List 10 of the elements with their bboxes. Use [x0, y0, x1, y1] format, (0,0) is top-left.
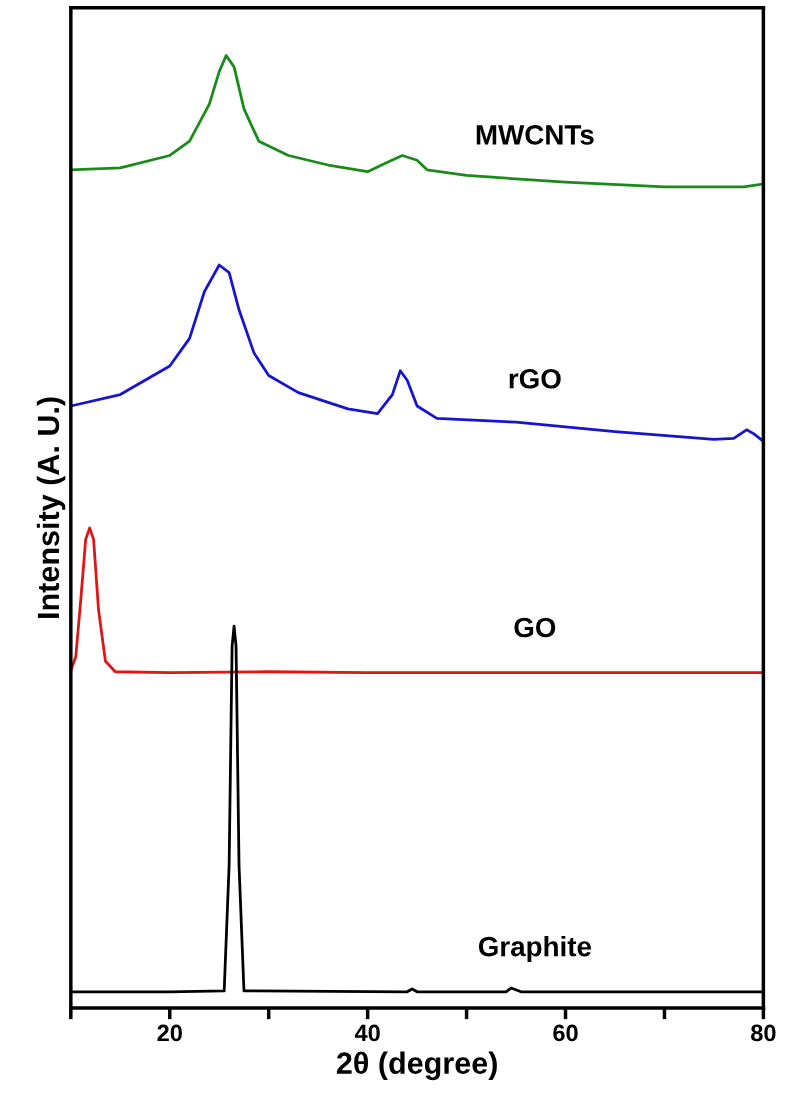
series-label: MWCNTs [476, 125, 594, 145]
x-tick-label: 60 [553, 1024, 578, 1042]
y-axis-title: Intensity (A. U.) [36, 397, 66, 618]
x-tick-label: 40 [354, 1024, 380, 1042]
x-axis-title: 2θ (degree) [336, 1051, 497, 1081]
x-tick-label: 80 [751, 1024, 776, 1042]
series-label: GO [514, 617, 556, 638]
series-label: rGO [509, 368, 561, 389]
series-label: Graphite [478, 936, 592, 962]
x-tick-label: 20 [157, 1024, 182, 1042]
